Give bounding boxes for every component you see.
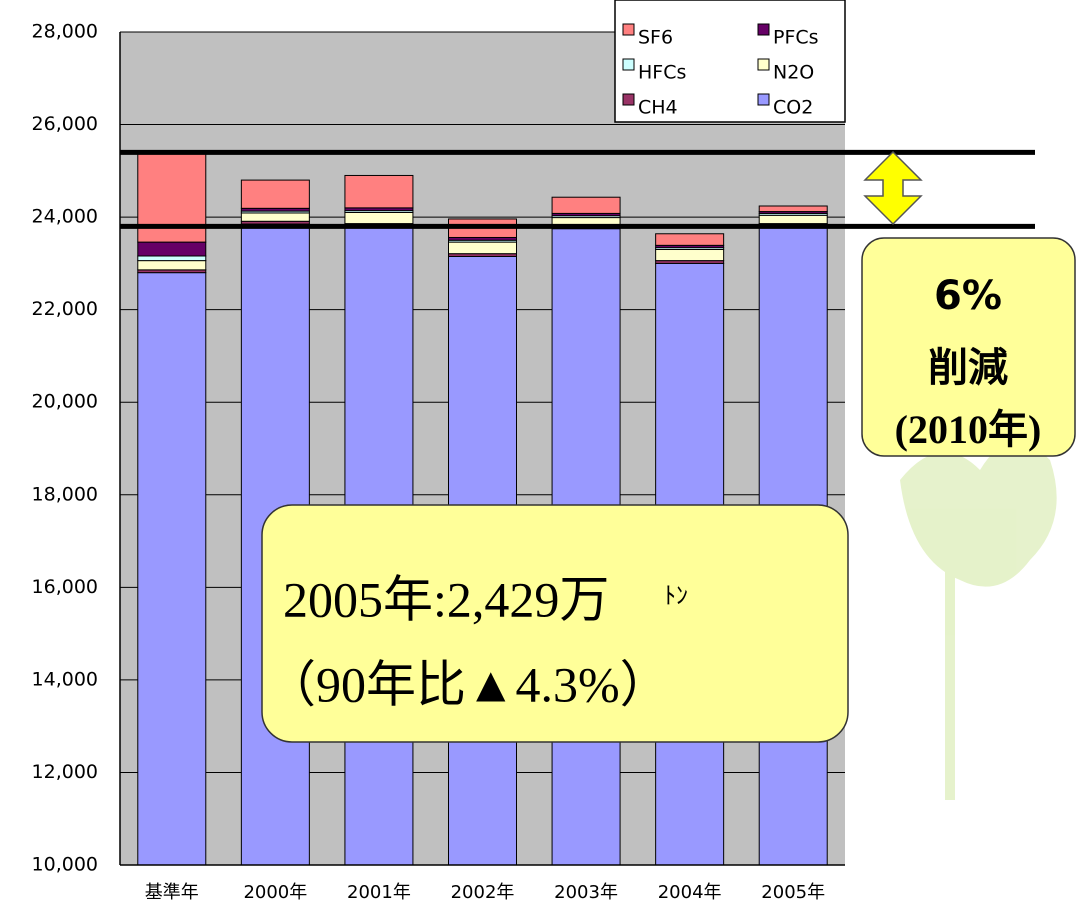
bar-segment	[758, 214, 828, 225]
note-box	[261, 504, 849, 743]
bar-segment	[655, 249, 725, 262]
y-tick-label: 10,000	[32, 854, 98, 876]
bar-segment	[758, 205, 828, 213]
bar-segment	[344, 211, 414, 225]
bar-segment	[344, 174, 414, 209]
bar-segment	[240, 212, 310, 222]
x-tick-label: 2005年	[761, 882, 825, 903]
y-tick-label: 14,000	[32, 668, 98, 690]
bar-segment	[448, 241, 517, 255]
y-tick-label: 16,000	[32, 576, 98, 598]
legend-entries: SF6 PFCs HFCs N2O CH4 CO2	[622, 23, 819, 119]
legend-label: PFCs	[773, 27, 819, 49]
target-box	[861, 237, 1076, 457]
y-tick-label: 20,000	[32, 391, 98, 413]
bar-segment	[137, 241, 207, 257]
y-tick-label: 18,000	[32, 483, 98, 505]
bar-segment	[240, 179, 310, 209]
legend	[614, 0, 846, 123]
target-text: 削減	[928, 345, 1008, 391]
x-tick-label: 基準年	[145, 882, 199, 903]
x-tick-label: 2002年	[451, 882, 515, 903]
legend-swatch	[757, 93, 770, 106]
legend-swatch	[757, 23, 770, 36]
legend-label: CH4	[638, 97, 678, 119]
legend-swatch	[622, 23, 635, 36]
legend-label: SF6	[638, 27, 673, 49]
legend-swatch	[757, 58, 770, 71]
legend-label: HFCs	[638, 62, 686, 84]
note-text: 2005年:2,429万	[283, 571, 609, 627]
x-tick-label: 2001年	[347, 882, 411, 903]
y-tick-label: 26,000	[32, 113, 98, 135]
x-tick-label: 2000年	[243, 882, 307, 903]
legend-label: N2O	[773, 62, 814, 84]
x-tick-label: 2003年	[554, 882, 618, 903]
target-text: (2010年)	[895, 407, 1042, 452]
target-text: 6%	[934, 273, 1002, 319]
y-tick-label: 24,000	[32, 206, 98, 228]
bar-segment	[137, 255, 207, 262]
legend-swatch	[622, 58, 635, 71]
legend-label: CO2	[773, 97, 813, 119]
bar-segment	[137, 260, 207, 271]
bar-segment	[137, 272, 207, 866]
note-text: （90年比▲4.3%）	[266, 656, 670, 712]
bar-segment	[655, 233, 725, 246]
legend-swatch	[622, 93, 635, 106]
y-tick-label: 28,000	[32, 21, 98, 43]
y-tick-label: 22,000	[32, 298, 98, 320]
double-arrow	[863, 150, 923, 226]
y-tick-label: 12,000	[32, 761, 98, 783]
x-tick-label: 2004年	[658, 882, 722, 903]
reference-lines	[120, 149, 1035, 229]
note-unit: ﾄﾝ	[664, 584, 688, 610]
bar-segment	[551, 196, 621, 214]
